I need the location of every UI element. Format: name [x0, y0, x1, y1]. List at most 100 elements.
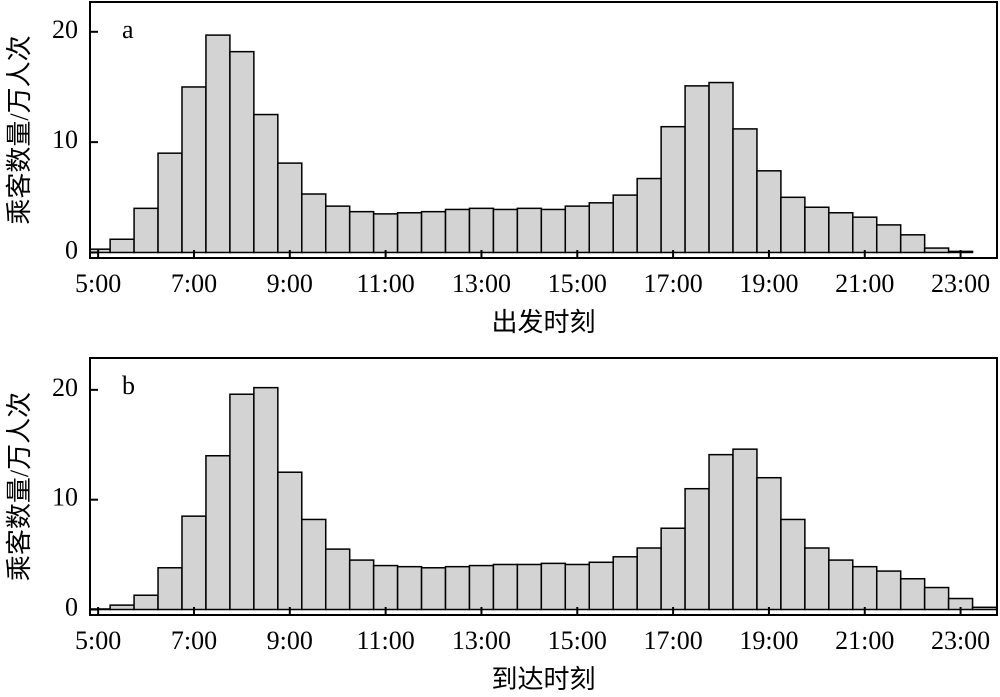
- bar: [636, 177, 662, 254]
- bar: [277, 162, 303, 254]
- y-tick-label: 10: [52, 125, 78, 154]
- bar: [396, 565, 423, 611]
- bar: [157, 152, 183, 254]
- x-tick-label: 13:00: [452, 626, 511, 655]
- bar: [588, 561, 614, 611]
- bar: [492, 208, 519, 254]
- bar: [420, 567, 447, 611]
- panel-label: b: [122, 371, 135, 400]
- bar: [540, 208, 567, 254]
- bar: [684, 85, 710, 254]
- bar: [732, 448, 758, 611]
- bar: [804, 206, 830, 254]
- bar: [253, 386, 279, 611]
- bar: [636, 547, 662, 611]
- bar: [253, 113, 279, 254]
- bar: [444, 565, 471, 611]
- bar: [612, 194, 638, 254]
- y-axis-label: 乘客数量/万人次: [5, 35, 34, 224]
- bar: [205, 34, 231, 254]
- bar: [588, 202, 614, 254]
- x-tick-label: 9:00: [267, 269, 313, 298]
- x-tick-label: 11:00: [356, 269, 414, 298]
- bar: [420, 210, 447, 254]
- x-tick-label: 17:00: [643, 269, 702, 298]
- bar: [828, 559, 854, 611]
- y-tick-label: 10: [52, 483, 78, 512]
- bar: [780, 518, 806, 611]
- bar: [348, 210, 375, 254]
- bar: [133, 207, 159, 254]
- y-axis-label: 乘客数量/万人次: [5, 392, 34, 581]
- x-axis-label: 到达时刻: [491, 665, 595, 694]
- x-tick-label: 23:00: [931, 626, 990, 655]
- x-tick-label: 11:00: [356, 626, 414, 655]
- x-tick-label: 15:00: [548, 269, 607, 298]
- bars: [90, 34, 974, 254]
- plot-frame: [89, 357, 998, 616]
- bar: [564, 205, 591, 254]
- bar: [684, 487, 710, 611]
- bar: [109, 238, 135, 254]
- bar: [756, 170, 782, 254]
- bar: [708, 81, 734, 254]
- bar: [444, 208, 471, 254]
- bar: [732, 128, 758, 254]
- bar: [923, 586, 950, 611]
- bar: [828, 212, 854, 254]
- y-tick-label: 0: [65, 235, 78, 264]
- bar: [301, 193, 327, 254]
- bar: [660, 527, 686, 611]
- panel-label: a: [122, 15, 134, 44]
- bar: [372, 564, 399, 611]
- bar: [923, 247, 950, 254]
- bar: [852, 216, 878, 254]
- plot-frame: [89, 1, 998, 259]
- bar: [612, 556, 638, 611]
- x-axis-label: 出发时刻: [491, 308, 595, 337]
- x-tick-label: 15:00: [548, 626, 607, 655]
- bar: [708, 453, 734, 611]
- bar: [468, 564, 495, 611]
- x-tick-label: 21:00: [835, 269, 894, 298]
- bar: [324, 205, 351, 254]
- bar: [181, 515, 207, 611]
- bar: [348, 559, 375, 611]
- x-tick-label: 5:00: [75, 626, 121, 655]
- x-tick-label: 7:00: [171, 626, 217, 655]
- bar: [468, 207, 495, 254]
- bar: [852, 565, 878, 611]
- x-tick-label: 23:00: [931, 269, 990, 298]
- bar: [324, 548, 351, 611]
- bar: [516, 563, 543, 611]
- bar: [875, 224, 902, 254]
- y-tick-label: 0: [65, 592, 78, 621]
- bar: [780, 196, 806, 254]
- bar: [516, 207, 543, 254]
- x-tick-label: 19:00: [739, 269, 798, 298]
- bar: [492, 563, 519, 611]
- bar: [804, 547, 830, 611]
- bar: [301, 518, 327, 611]
- bar: [181, 86, 207, 254]
- bar: [229, 393, 255, 611]
- x-tick-label: 21:00: [835, 626, 894, 655]
- bar: [277, 471, 303, 611]
- bar: [875, 570, 902, 611]
- bar: [396, 212, 423, 254]
- y-tick-label: 20: [52, 373, 78, 402]
- x-tick-label: 17:00: [643, 626, 702, 655]
- bar: [564, 563, 591, 611]
- bar: [157, 567, 183, 611]
- bar: [540, 562, 567, 611]
- bar: [971, 606, 997, 611]
- x-tick-label: 5:00: [75, 269, 121, 298]
- y-tick-label: 20: [52, 15, 78, 44]
- bar: [109, 604, 135, 611]
- x-tick-label: 19:00: [739, 626, 798, 655]
- bar: [229, 50, 255, 254]
- x-tick-label: 9:00: [267, 626, 313, 655]
- x-tick-label: 7:00: [171, 269, 217, 298]
- bar: [899, 234, 926, 254]
